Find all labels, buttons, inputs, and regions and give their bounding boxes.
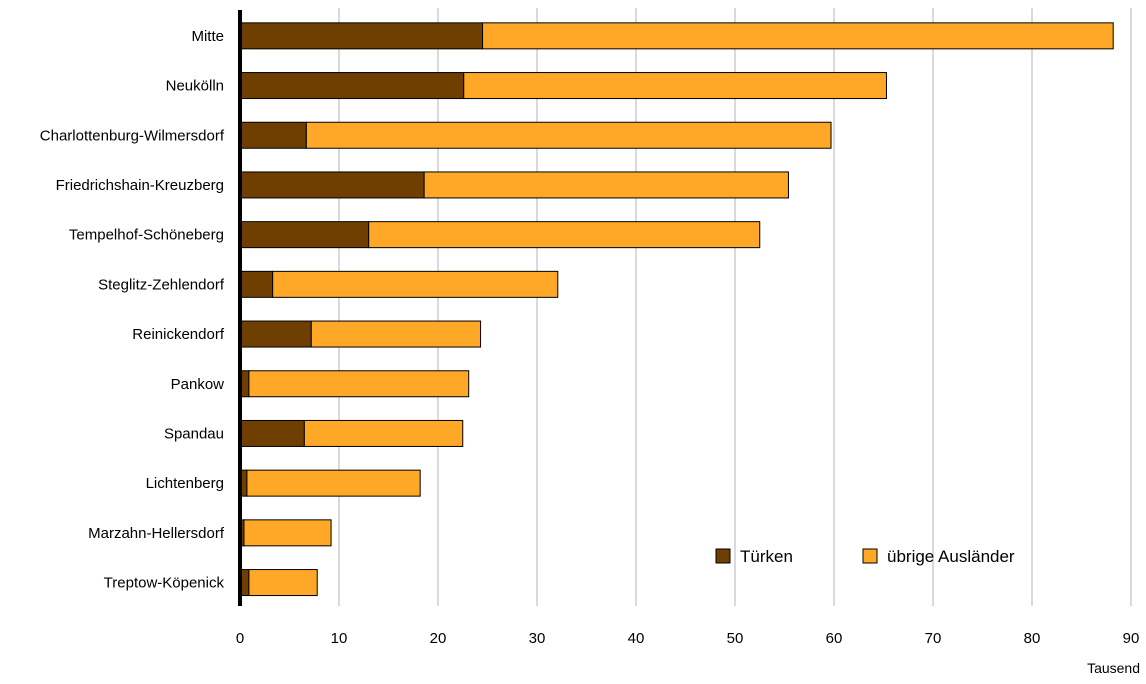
x-tick-label: 30: [529, 630, 546, 647]
legend-label: Türken: [740, 547, 793, 566]
bar-uebrige-auslaender: [482, 22, 1114, 50]
category-label: Tempelhof-Schöneberg: [69, 227, 224, 244]
bar-tuerken: [239, 121, 307, 149]
category-label: Charlottenburg-Wilmersdorf: [40, 127, 225, 144]
bar-tuerken: [239, 72, 465, 100]
x-tick-label: 60: [826, 630, 843, 647]
bars: [239, 22, 1114, 597]
bar-uebrige-auslaender: [463, 72, 887, 100]
x-tick-label: 40: [628, 630, 645, 647]
category-label: Pankow: [171, 376, 225, 393]
category-label: Lichtenberg: [146, 475, 224, 492]
x-tick-label: 80: [1024, 630, 1041, 647]
bar-tuerken: [239, 171, 425, 199]
bar-tuerken: [239, 270, 274, 298]
gridlines: [338, 8, 1132, 606]
bar-uebrige-auslaender: [248, 569, 318, 597]
legend: Türken übrige Ausländer: [715, 547, 1015, 566]
category-label: Reinickendorf: [132, 326, 225, 343]
legend-swatch: [715, 548, 731, 564]
bar-uebrige-auslaender: [310, 320, 482, 348]
x-tick-label: 0: [236, 630, 244, 647]
category-label: Marzahn-Hellersdorf: [88, 525, 225, 542]
bar-uebrige-auslaender: [305, 121, 832, 149]
category-label: Mitte: [191, 28, 224, 45]
legend-swatch: [862, 548, 878, 564]
bar-uebrige-auslaender: [246, 469, 421, 497]
bar-tuerken: [239, 320, 312, 348]
x-tick-label: 20: [430, 630, 447, 647]
x-tick-label: 50: [727, 630, 744, 647]
x-unit-label: Tausend: [1087, 660, 1140, 676]
bar-uebrige-auslaender: [248, 370, 470, 398]
bar-uebrige-auslaender: [423, 171, 789, 199]
bar-tuerken: [239, 419, 305, 447]
category-label: Spandau: [164, 425, 224, 442]
x-tick-label: 90: [1123, 630, 1140, 647]
bar-uebrige-auslaender: [243, 519, 332, 547]
bar-uebrige-auslaender: [272, 270, 559, 298]
category-labels: Mitte Neukölln Charlottenburg-Wilmersdorf F…: [40, 28, 225, 592]
category-label: Treptow-Köpenick: [104, 575, 225, 592]
category-label: Neukölln: [166, 78, 224, 95]
bar-tuerken: [239, 22, 484, 50]
category-label: Friedrichshain-Kreuzberg: [56, 177, 224, 194]
category-label: Steglitz-Zehlendorf: [98, 276, 225, 293]
bar-tuerken: [239, 221, 370, 249]
legend-label: übrige Ausländer: [887, 547, 1015, 566]
bar-uebrige-auslaender: [303, 419, 464, 447]
x-tick-label: 10: [331, 630, 348, 647]
tick-labels: 0 10 20 30 40 50 60 70 80 90: [236, 630, 1140, 647]
bar-uebrige-auslaender: [368, 221, 761, 249]
x-tick-label: 70: [925, 630, 942, 647]
